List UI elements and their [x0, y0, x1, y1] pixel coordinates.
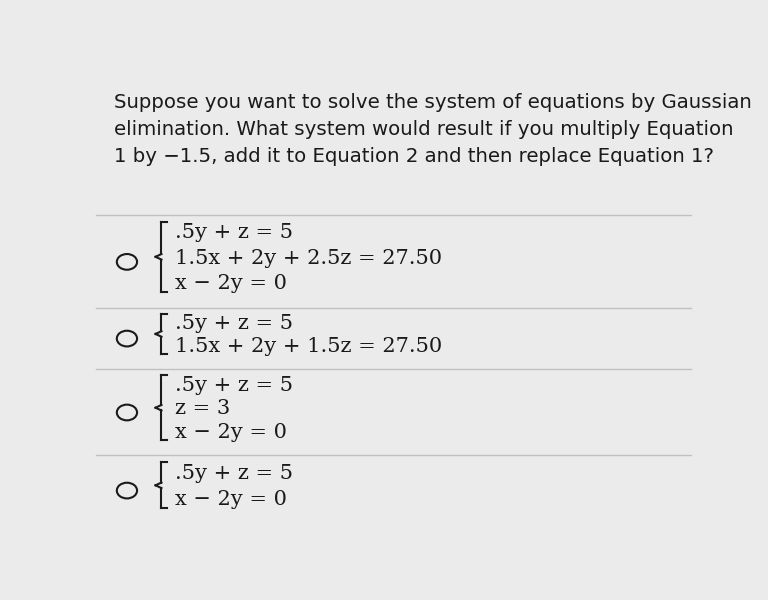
Text: Suppose you want to solve the system of equations by Gaussian
elimination. What : Suppose you want to solve the system of … [114, 93, 752, 166]
Text: z = 3: z = 3 [175, 400, 230, 418]
Text: 1.5x + 2y + 2.5z = 27.50: 1.5x + 2y + 2.5z = 27.50 [175, 248, 442, 268]
Text: .5y + z = 5: .5y + z = 5 [175, 464, 293, 483]
Text: .5y + z = 5: .5y + z = 5 [175, 223, 293, 242]
Text: x − 2y = 0: x − 2y = 0 [175, 423, 287, 442]
Text: x − 2y = 0: x − 2y = 0 [175, 274, 287, 293]
Text: 1.5x + 2y + 1.5z = 27.50: 1.5x + 2y + 1.5z = 27.50 [175, 337, 442, 356]
Text: .5y + z = 5: .5y + z = 5 [175, 314, 293, 333]
Text: x − 2y = 0: x − 2y = 0 [175, 490, 287, 509]
Text: .5y + z = 5: .5y + z = 5 [175, 376, 293, 395]
